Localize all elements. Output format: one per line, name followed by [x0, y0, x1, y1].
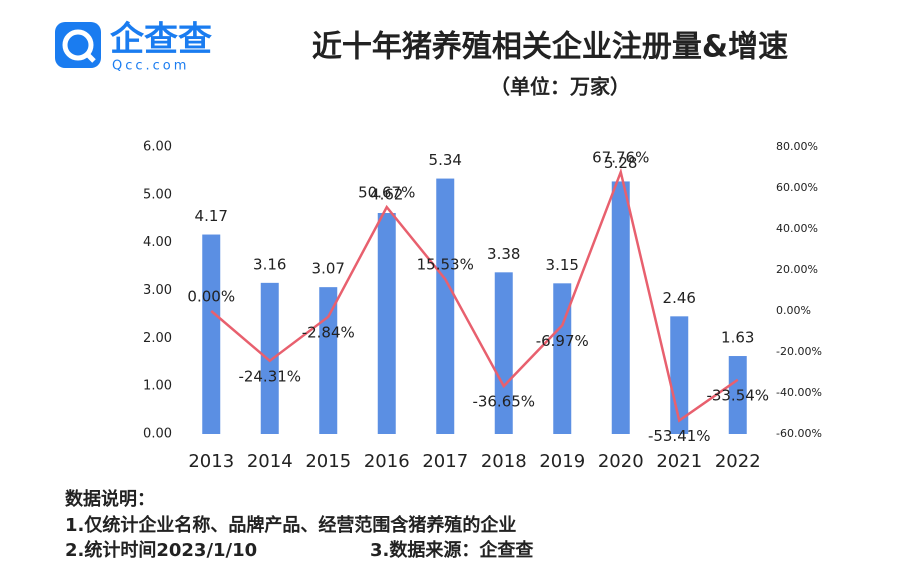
bar — [436, 178, 455, 434]
bar-value-label: 3.16 — [253, 255, 286, 273]
bar-value-label: 2.46 — [663, 289, 696, 307]
bar — [319, 287, 338, 434]
x-tick-label: 2017 — [422, 451, 468, 472]
note: 3.数据来源：企查查 — [370, 539, 533, 561]
y-tick-label: 5.00 — [143, 187, 172, 202]
x-tick-label: 2016 — [364, 451, 410, 472]
y2-tick-label: 0.00% — [776, 304, 811, 317]
x-tick-label: 2013 — [188, 451, 234, 472]
x-tick-label: 2014 — [247, 451, 293, 472]
bar-value-label: 3.38 — [487, 245, 520, 263]
bar — [202, 234, 221, 434]
bar — [611, 181, 630, 434]
y2-tick-label: 80.00% — [776, 140, 818, 153]
bar-value-label: 3.15 — [546, 256, 579, 274]
bar-value-label: 5.34 — [429, 151, 462, 169]
logo-name: 企查查 — [110, 20, 212, 60]
note: 数据说明： — [65, 488, 155, 510]
y2-tick-label: -20.00% — [776, 345, 822, 358]
line-value-label: -24.31% — [238, 367, 301, 385]
y-tick-label: 1.00 — [143, 379, 172, 394]
logo-icon-ring — [62, 29, 94, 61]
note: 1.仅统计企业名称、品牌产品、经营范围含猪养殖的企业 — [65, 514, 516, 536]
bar-value-label: 4.62 — [370, 186, 403, 204]
line-value-label: -2.84% — [302, 323, 355, 341]
line-value-label: -33.54% — [706, 386, 769, 404]
x-tick-label: 2021 — [656, 451, 702, 472]
y2-tick-label: -60.00% — [776, 427, 822, 440]
bar — [728, 356, 747, 434]
y-tick-label: 6.00 — [143, 140, 172, 155]
y-tick-label: 3.00 — [143, 283, 172, 298]
line-value-label: 15.53% — [417, 256, 474, 274]
bar-value-label: 5.28 — [604, 154, 637, 172]
line-value-label: 67.76% — [592, 149, 649, 167]
bar — [377, 213, 396, 434]
bar-value-label: 4.17 — [195, 207, 228, 225]
x-tick-label: 2022 — [715, 451, 761, 472]
bar — [260, 282, 279, 434]
line — [210, 167, 739, 423]
x-tick-label: 2020 — [598, 451, 644, 472]
logo-icon-handle — [84, 51, 96, 63]
line-value-label: -36.65% — [472, 393, 535, 411]
x-tick-label: 2018 — [481, 451, 527, 472]
y-tick-label: 0.00 — [143, 427, 172, 442]
x-tick-label: 2019 — [539, 451, 585, 472]
y2-tick-label: 40.00% — [776, 222, 818, 235]
note: 2.统计时间2023/1/10 — [65, 539, 257, 561]
line-value-label: 50.67% — [358, 184, 415, 202]
line-value-label: -53.41% — [648, 427, 711, 445]
line-value-label: -6.97% — [536, 332, 589, 350]
y2-tick-label: 60.00% — [776, 181, 818, 194]
bar-value-label: 1.63 — [721, 329, 754, 347]
logo-domain: Qcc.com — [112, 59, 189, 74]
chart-title: 近十年猪养殖相关企业注册量&增速 — [312, 30, 788, 65]
bar — [553, 283, 572, 434]
chart-subtitle: （单位：万家） — [490, 75, 630, 99]
y-tick-label: 4.00 — [143, 235, 172, 250]
line-value-label: 0.00% — [187, 288, 235, 306]
bar — [494, 272, 513, 434]
y2-tick-label: 20.00% — [776, 263, 818, 276]
bar-value-label: 3.07 — [312, 260, 345, 278]
x-tick-label: 2015 — [305, 451, 351, 472]
y2-tick-label: -40.00% — [776, 386, 822, 399]
logo-icon — [55, 22, 101, 68]
y-tick-label: 2.00 — [143, 331, 172, 346]
